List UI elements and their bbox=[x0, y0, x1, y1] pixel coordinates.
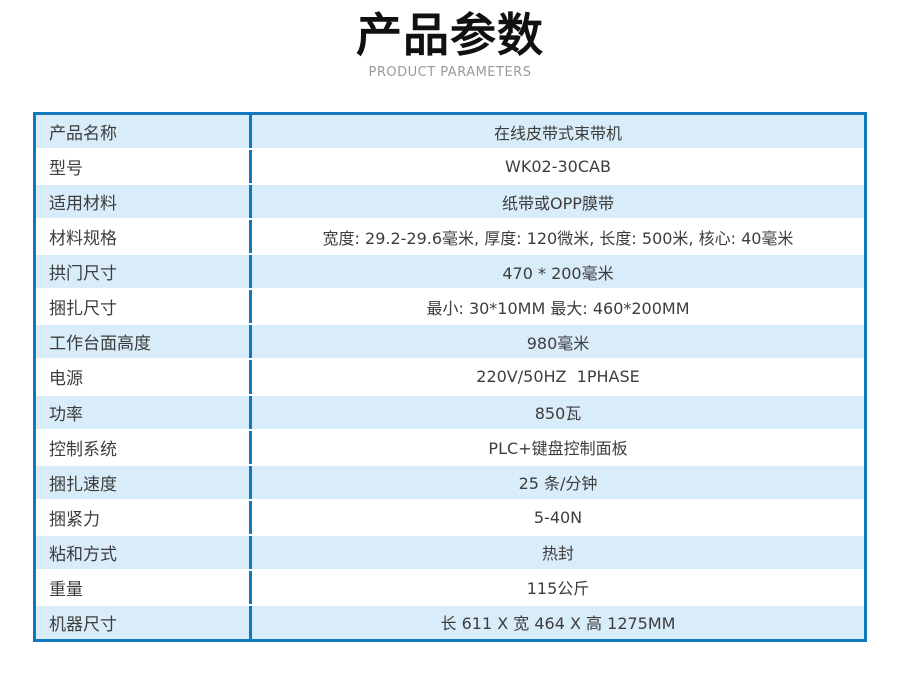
table-row: 材料规格 宽度: 29.2-29.6毫米, 厚度: 120微米, 长度: 500… bbox=[36, 220, 864, 256]
table-row: 重量 115公斤 bbox=[36, 570, 864, 606]
spec-label: 重量 bbox=[36, 570, 252, 604]
table-row: 适用材料 纸带或OPP膜带 bbox=[36, 185, 864, 221]
spec-value: 热封 bbox=[541, 544, 574, 564]
spec-value: 470 * 200毫米 bbox=[502, 263, 614, 283]
spec-value: 115公斤 bbox=[526, 579, 590, 599]
table-row: 捆扎速度 25 条/分钟 bbox=[36, 465, 864, 501]
spec-label: 产品名称 bbox=[36, 115, 252, 149]
spec-value: 220V/50HZ 1PHASE bbox=[476, 367, 640, 387]
spec-label: 功率 bbox=[36, 395, 252, 429]
spec-label: 工作台面高度 bbox=[36, 325, 252, 359]
table-row: 产品名称 在线皮带式束带机 bbox=[36, 115, 864, 151]
table-row: 工作台面高度 980毫米 bbox=[36, 325, 864, 361]
table-row: 机器尺寸 长 611 X 宽 464 X 高 1275MM bbox=[36, 605, 864, 639]
page-subtitle: PRODUCT PARAMETERS bbox=[368, 64, 532, 80]
spec-value: 850瓦 bbox=[534, 404, 582, 424]
spec-value: 5-40N bbox=[533, 507, 583, 527]
table-row: 控制系统 PLC+键盘控制面板 bbox=[36, 430, 864, 466]
spec-label: 机器尺寸 bbox=[36, 605, 252, 639]
spec-value: WK02-30CAB bbox=[505, 157, 611, 177]
spec-label: 型号 bbox=[36, 150, 252, 184]
table-row: 捆紧力 5-40N bbox=[36, 500, 864, 536]
spec-label: 控制系统 bbox=[36, 430, 252, 464]
spec-value: PLC+键盘控制面板 bbox=[488, 439, 628, 459]
table-row: 拱门尺寸 470 * 200毫米 bbox=[36, 255, 864, 291]
spec-value: 最小: 30*10MM 最大: 460*200MM bbox=[426, 298, 690, 318]
spec-label: 捆紧力 bbox=[36, 500, 252, 534]
spec-label: 捆扎尺寸 bbox=[36, 290, 252, 324]
table-row: 型号 WK02-30CAB bbox=[36, 150, 864, 186]
spec-label: 适用材料 bbox=[36, 185, 252, 219]
spec-label: 拱门尺寸 bbox=[36, 255, 252, 289]
header: 产品参数 PRODUCT PARAMETERS bbox=[0, 0, 900, 80]
spec-value: 长 611 X 宽 464 X 高 1275MM bbox=[440, 614, 676, 634]
table-row: 功率 850瓦 bbox=[36, 395, 864, 431]
spec-label: 材料规格 bbox=[36, 220, 252, 254]
spec-value: 宽度: 29.2-29.6毫米, 厚度: 120微米, 长度: 500米, 核心… bbox=[322, 228, 794, 248]
product-parameters-table: 产品名称 在线皮带式束带机 型号 WK02-30CAB 适用材料 纸带或OPP膜… bbox=[33, 112, 867, 642]
spec-value: 980毫米 bbox=[526, 333, 590, 353]
table-row: 捆扎尺寸 最小: 30*10MM 最大: 460*200MM bbox=[36, 290, 864, 326]
page-title: 产品参数 bbox=[356, 8, 544, 62]
table-row: 粘和方式 热封 bbox=[36, 535, 864, 571]
table-row: 电源 220V/50HZ 1PHASE bbox=[36, 360, 864, 396]
spec-label: 捆扎速度 bbox=[36, 465, 252, 499]
spec-value: 25 条/分钟 bbox=[518, 474, 598, 494]
spec-label: 粘和方式 bbox=[36, 535, 252, 569]
spec-value: 在线皮带式束带机 bbox=[493, 123, 622, 143]
spec-label: 电源 bbox=[36, 360, 252, 394]
spec-value: 纸带或OPP膜带 bbox=[502, 193, 614, 213]
